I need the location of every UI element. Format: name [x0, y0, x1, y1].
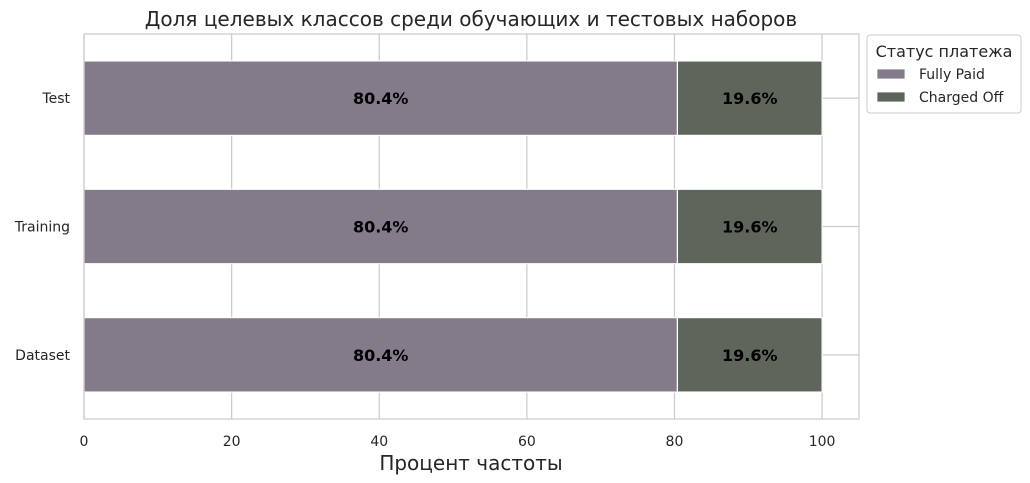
legend-entry-label: Charged Off: [919, 90, 1004, 106]
bar-charged-off: [676, 317, 823, 393]
x-tick-label: 40: [370, 434, 388, 450]
bar-value-label: 19.6%: [722, 218, 778, 237]
legend-swatch: [876, 91, 906, 103]
bar-value-labels: 80.4% 19.6% 80.4% 19.6% 80.4% 19.6%: [353, 89, 778, 365]
bars: [83, 60, 823, 393]
bar-value-label: 19.6%: [722, 89, 778, 108]
chart-title: Доля целевых классов среди обучающих и т…: [145, 7, 797, 31]
x-tick-label: 100: [809, 434, 836, 450]
x-tick-label: 20: [223, 434, 241, 450]
plot-frame: [83, 33, 860, 420]
x-tick-label: 0: [80, 434, 89, 450]
legend: Статус платежа Fully Paid Charged Off: [866, 34, 1022, 114]
bar-fully-paid: [83, 188, 679, 265]
y-tick-label: Test: [41, 91, 70, 107]
legend-title: Статус платежа: [876, 42, 1013, 61]
legend-frame: [866, 34, 1022, 114]
x-axis-label: Процент частоты: [379, 451, 562, 475]
legend-items: Fully Paid Charged Off: [876, 67, 1004, 106]
legend-entry-label: Fully Paid: [919, 67, 985, 83]
x-tick-label: 60: [518, 434, 536, 450]
bar-charged-off: [676, 60, 823, 136]
x-tick-label: 80: [666, 434, 684, 450]
bar-value-label: 80.4%: [353, 218, 409, 237]
y-tick-label: Training: [14, 220, 70, 236]
bar-value-label: 80.4%: [353, 89, 409, 108]
bar-value-label: 19.6%: [722, 346, 778, 365]
bar-charged-off: [676, 188, 823, 265]
y-tick-label: Dataset: [15, 348, 70, 364]
legend-swatch: [876, 68, 906, 80]
axis-ticks: 0 20 40 60 80 100 Dataset Training Test: [14, 91, 836, 450]
bar-fully-paid: [83, 60, 679, 136]
bar-value-label: 80.4%: [353, 346, 409, 365]
